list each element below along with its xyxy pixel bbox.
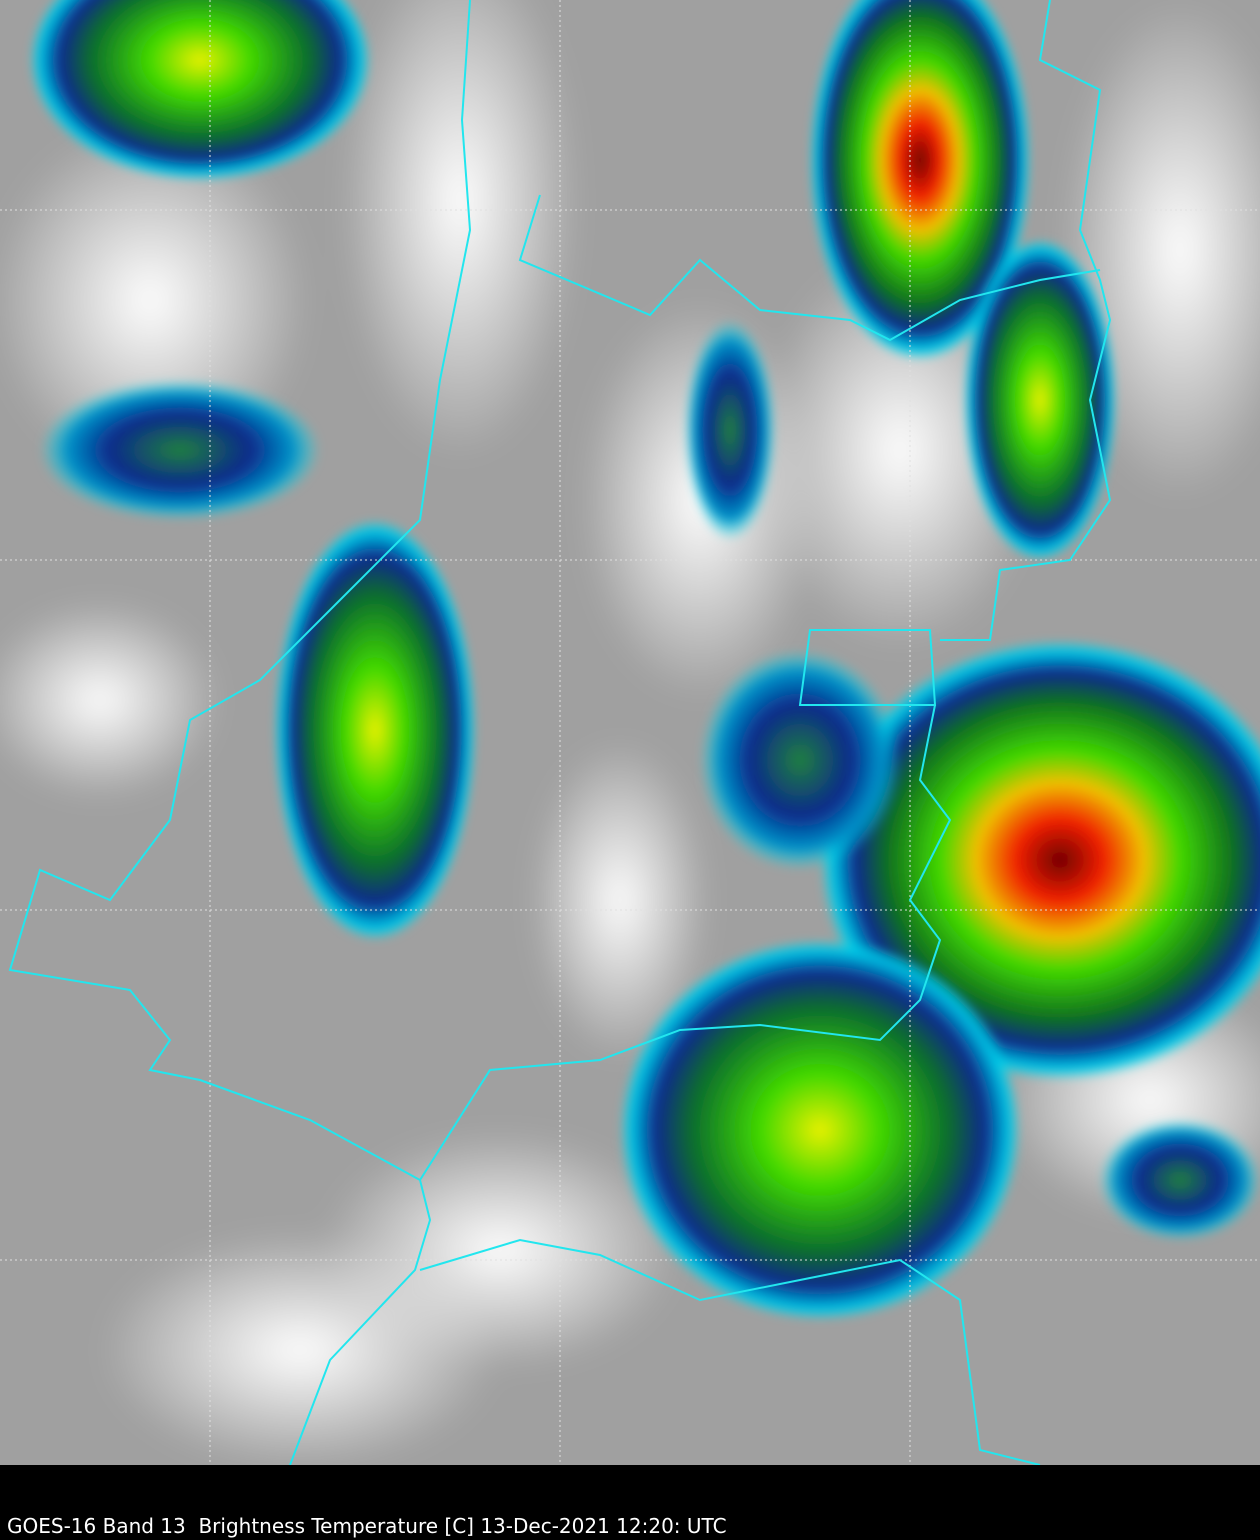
convective-cloud-cells <box>30 0 1260 1320</box>
storm-cell-south-central <box>620 940 1020 1320</box>
storm-cell-northwest <box>30 0 370 180</box>
storm-cell-central-east <box>700 650 900 870</box>
storm-cell-central-west <box>275 520 475 940</box>
storm-cell-north <box>810 0 1030 360</box>
lat-lon-gridlines <box>0 0 1260 1465</box>
storm-cell-southeast <box>1100 1120 1260 1240</box>
storm-cell-central <box>685 320 775 540</box>
storm-cell-northeast <box>965 240 1115 560</box>
storm-cell-west-band <box>40 380 320 520</box>
political-borders <box>8 0 1112 1465</box>
image-caption: GOES-16 Band 13 Brightness Temperature [… <box>7 1514 727 1538</box>
satellite-map <box>0 0 1260 1465</box>
